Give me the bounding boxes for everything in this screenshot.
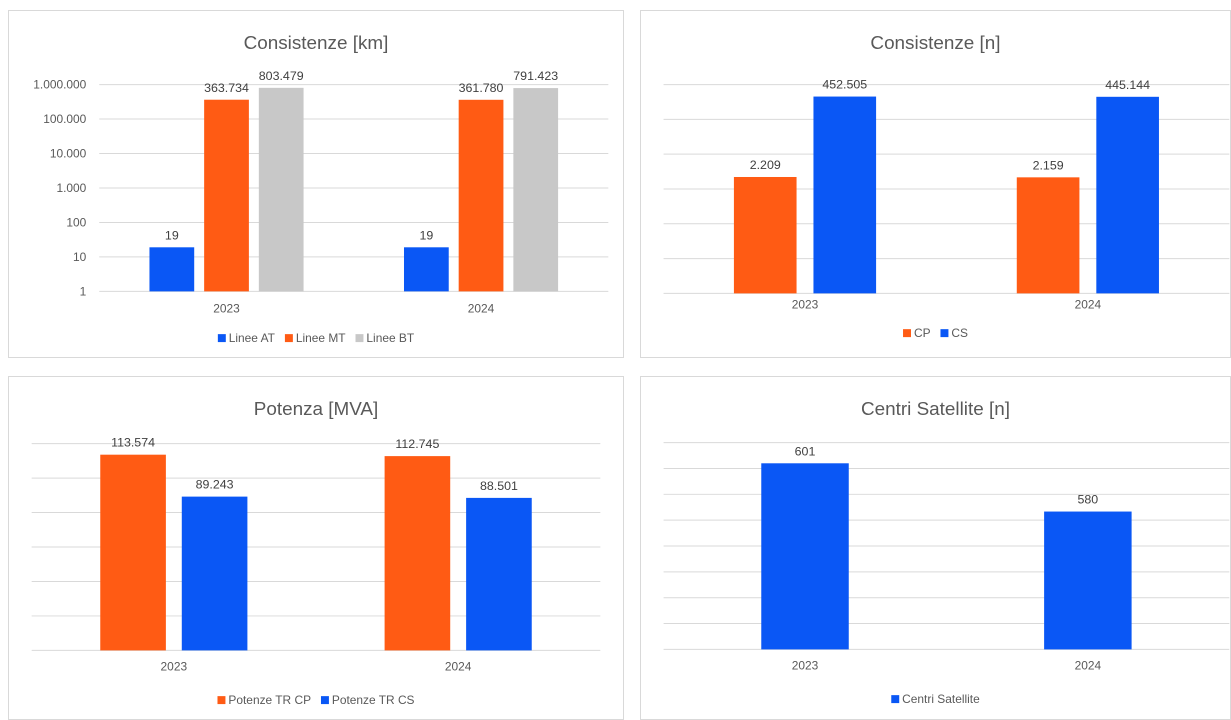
chart3-category-label: 2023 — [792, 658, 819, 672]
chart-panel-consistenze-n: Consistenze [n] 2.209 452.505 2023 2.159 445.… — [640, 10, 1231, 358]
chart1-bar-cp — [1016, 177, 1080, 294]
chart2-bar-potenze-tr-cp — [100, 454, 166, 651]
chart2-data-label: 112.745 — [395, 437, 439, 451]
chart3-bar-centri-satellite — [1044, 511, 1132, 650]
chart0-y-tick-label: 1.000.000 — [33, 78, 86, 92]
chart1-legend-swatch-cp — [903, 329, 911, 338]
chart1-title: Consistenze [n] — [870, 33, 1000, 54]
chart2-data-label: 89.243 — [196, 478, 234, 492]
chart2-bar-potenze-tr-cp — [384, 456, 451, 651]
chart3-legend-label-centri-satellite: Centri Satellite — [902, 692, 980, 706]
chart2-legend-swatch-potenze-tr-cp — [217, 696, 226, 705]
chart0-legend-swatch-linee-at — [217, 334, 226, 343]
chart0-y-tick-label: 100.000 — [43, 112, 86, 126]
chart2-legend-label-potenze-tr-cp: Potenze TR CP — [228, 693, 311, 707]
chart0-legend-label-linee-mt: Linee MT — [296, 331, 346, 345]
chart1-category-label: 2024 — [1075, 297, 1102, 311]
chart1-category-label: 2023 — [792, 297, 819, 311]
chart-panel-consistenze-km: Consistenze [km] 1 10 100 1.000 10.000 100.000… — [8, 10, 624, 358]
chart2-legend-swatch-potenze-tr-cs — [320, 696, 329, 705]
chart2-title: Potenza [MVA] — [254, 399, 379, 420]
chart0-bar-linee-mt — [458, 99, 504, 292]
chart0-data-label: 19 — [419, 228, 433, 242]
chart1-legend-swatch-cs — [940, 329, 949, 338]
chart0-data-label: 19 — [165, 228, 179, 242]
chart0-bar-linee-at — [149, 247, 195, 292]
chart0-bar-linee-mt — [204, 99, 249, 292]
chart0-data-label: 361.780 — [459, 81, 504, 95]
chart1-data-label: 445.144 — [1105, 78, 1150, 92]
chart3-category-label: 2024 — [1075, 658, 1102, 672]
chart3-data-label: 601 — [795, 444, 816, 458]
chart0-data-label: 803.479 — [259, 69, 304, 83]
chart3-data-label: 580 — [1078, 493, 1099, 507]
chart2-bar-potenze-tr-cs — [466, 497, 532, 651]
chart2-data-label: 113.574 — [111, 436, 155, 450]
chart0-y-tick-label: 10.000 — [50, 146, 87, 160]
chart2-category-label: 2024 — [445, 659, 472, 673]
chart2-legend-label-potenze-tr-cs: Potenze TR CS — [332, 693, 415, 707]
chart1-bar-cs — [1096, 96, 1159, 294]
chart0-category-label: 2024 — [468, 301, 495, 315]
chart0-data-label: 791.423 — [513, 69, 558, 83]
chart0-legend-label-linee-bt: Linee BT — [366, 331, 414, 345]
chart0-data-label: 363.734 — [204, 81, 249, 95]
chart0-y-tick-label: 1 — [80, 284, 87, 298]
chart-panel-centri-satellite: Centri Satellite [n] 601 2023 580 2024 Centri… — [640, 376, 1231, 720]
chart2-category-label: 2023 — [161, 659, 188, 673]
chart1-data-label: 2.159 — [1033, 158, 1064, 172]
chart3-bar-centri-satellite — [761, 463, 849, 650]
chart3-title: Centri Satellite [n] — [861, 399, 1010, 420]
chart0-category-label: 2023 — [213, 301, 240, 315]
chart3-legend-swatch-centri-satellite — [891, 695, 900, 704]
chart1-legend-label-cs: CS — [951, 326, 968, 340]
chart0-bar-linee-at — [403, 247, 449, 292]
chart-consistenze-km: Consistenze [km] 1 10 100 1.000 10.000 100.000… — [33, 33, 609, 345]
chart0-legend-label-linee-at: Linee AT — [229, 331, 276, 345]
chart1-data-label: 452.505 — [822, 78, 867, 92]
chart1-legend-label-cp: CP — [914, 326, 931, 340]
chart0-title: Consistenze [km] — [244, 33, 389, 54]
chart-potenza: Potenza [MVA] 113.574 89.243 2023 112.745 88.… — [31, 399, 601, 707]
chart-centri-satellite: Centri Satellite [n] 601 2023 580 2024 Centri… — [663, 399, 1230, 706]
chart2-bar-potenze-tr-cs — [181, 496, 248, 651]
chart0-bar-linee-bt — [258, 87, 304, 292]
chart2-data-label: 88.501 — [480, 479, 518, 493]
chart0-legend-swatch-linee-mt — [284, 334, 293, 343]
chart-consistenze-n: Consistenze [n] 2.209 452.505 2023 2.159 445.… — [663, 33, 1230, 340]
chart0-y-tick-label: 100 — [66, 215, 86, 229]
chart-panel-potenza: Potenza [MVA] 113.574 89.243 2023 112.745 88.… — [8, 376, 624, 720]
chart0-legend-swatch-linee-bt — [355, 334, 364, 343]
chart0-bar-linee-bt — [513, 88, 559, 292]
chart1-data-label: 2.209 — [750, 158, 781, 172]
chart0-y-tick-label: 10 — [73, 250, 87, 264]
chart1-bar-cp — [733, 176, 797, 294]
chart1-bar-cs — [813, 96, 877, 294]
chart0-y-tick-label: 1.000 — [56, 181, 86, 195]
